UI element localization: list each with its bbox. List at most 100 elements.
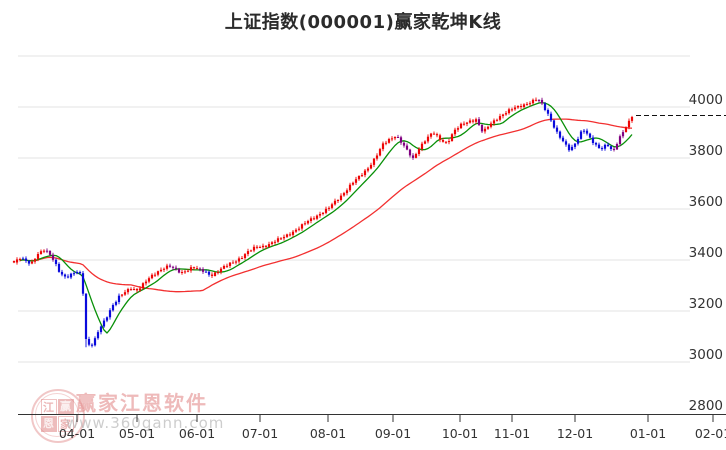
candle-body — [24, 258, 28, 261]
candle-body — [207, 271, 211, 275]
candle-body — [597, 144, 601, 149]
candle-body — [315, 215, 319, 219]
candle-body — [444, 141, 448, 143]
candle-body — [204, 271, 208, 273]
candle-body — [498, 116, 502, 120]
candle-body — [399, 137, 403, 143]
candle-body — [66, 276, 70, 278]
candle-body — [468, 120, 472, 123]
candle-body — [153, 274, 157, 276]
candle-body — [300, 224, 304, 229]
candle-body — [90, 344, 94, 346]
candle-body — [291, 231, 295, 235]
candle-body — [438, 135, 442, 140]
candle-body — [492, 120, 496, 124]
candle-body — [225, 265, 229, 267]
candle-body — [375, 155, 379, 159]
candle-body — [540, 99, 544, 104]
candle-body — [624, 127, 628, 132]
candle-body — [372, 158, 376, 165]
candle-body — [282, 236, 286, 239]
candle-body — [33, 258, 37, 262]
candle-body — [381, 143, 385, 150]
candle-body — [201, 269, 205, 272]
candle-body — [354, 179, 358, 183]
candle-body — [366, 168, 370, 171]
candle-body — [576, 139, 580, 144]
candle-body — [591, 137, 595, 143]
candle-body — [447, 141, 451, 143]
candle-body — [495, 119, 499, 121]
x-axis-label: 12-01 — [557, 426, 593, 441]
candle-body — [489, 123, 493, 127]
candle-body — [594, 143, 598, 145]
candle-body — [555, 127, 559, 132]
candle-body — [177, 268, 181, 273]
candle-body — [411, 155, 415, 158]
candle-body — [426, 136, 430, 142]
candle-body — [306, 221, 310, 224]
candle-body — [339, 195, 343, 200]
candle-body — [423, 141, 427, 144]
candle-body — [222, 266, 226, 269]
candle-body — [408, 149, 412, 156]
candle-body — [330, 204, 334, 208]
candle-body — [288, 234, 292, 236]
candle-body — [57, 264, 61, 272]
candle-body — [570, 146, 574, 151]
candle-body — [360, 175, 364, 177]
candle-body — [240, 258, 244, 259]
candle-body — [39, 251, 43, 254]
y-axis-label: 3400 — [689, 245, 723, 261]
candle-body — [552, 120, 556, 128]
candle-body — [132, 289, 136, 290]
candle-body — [237, 258, 241, 262]
candle-body — [75, 272, 79, 274]
ma-slow-line — [19, 118, 633, 293]
candle-body — [195, 268, 199, 270]
candle-body — [450, 134, 454, 141]
candle-body — [393, 137, 397, 139]
candle-body — [15, 259, 19, 263]
candle-body — [111, 305, 115, 311]
candle-body — [120, 294, 124, 296]
candle-body — [588, 133, 592, 138]
x-axis-label: 04-01 — [59, 426, 95, 441]
candle-body — [168, 265, 172, 267]
candle-body — [105, 317, 109, 321]
candle-body — [246, 251, 250, 255]
candle-body — [312, 218, 316, 220]
chart-title: 上证指数(000001)赢家乾坤K线 — [224, 12, 502, 33]
candle-body — [108, 310, 112, 318]
candle-body — [144, 281, 148, 284]
candle-body — [126, 289, 130, 293]
candle-body — [318, 214, 322, 216]
candle-body — [390, 138, 394, 140]
candle-body — [36, 254, 40, 259]
candle-body — [486, 126, 490, 129]
candle-body — [21, 258, 25, 260]
candle-body — [432, 133, 436, 135]
seal-char-ying: 赢 — [57, 398, 74, 415]
candle-body — [252, 246, 256, 251]
candle-body — [420, 143, 424, 149]
candle-body — [483, 128, 487, 132]
candle-body — [129, 289, 133, 291]
candle-body — [501, 114, 505, 117]
candle-body — [231, 262, 235, 264]
candle-body — [48, 250, 52, 255]
candle-body — [456, 128, 460, 130]
y-axis-label: 3200 — [689, 296, 723, 312]
candle-body — [297, 228, 301, 230]
candle-body — [435, 134, 439, 136]
x-axis-label: 06-01 — [179, 426, 215, 441]
candle-body — [615, 144, 619, 150]
candle-body — [369, 164, 373, 169]
candle-body — [582, 130, 586, 132]
x-axis-label: 05-01 — [119, 426, 155, 441]
candle-body — [612, 148, 616, 150]
candle-body — [342, 193, 346, 196]
candle-body — [102, 320, 106, 327]
candle-body — [81, 273, 85, 294]
